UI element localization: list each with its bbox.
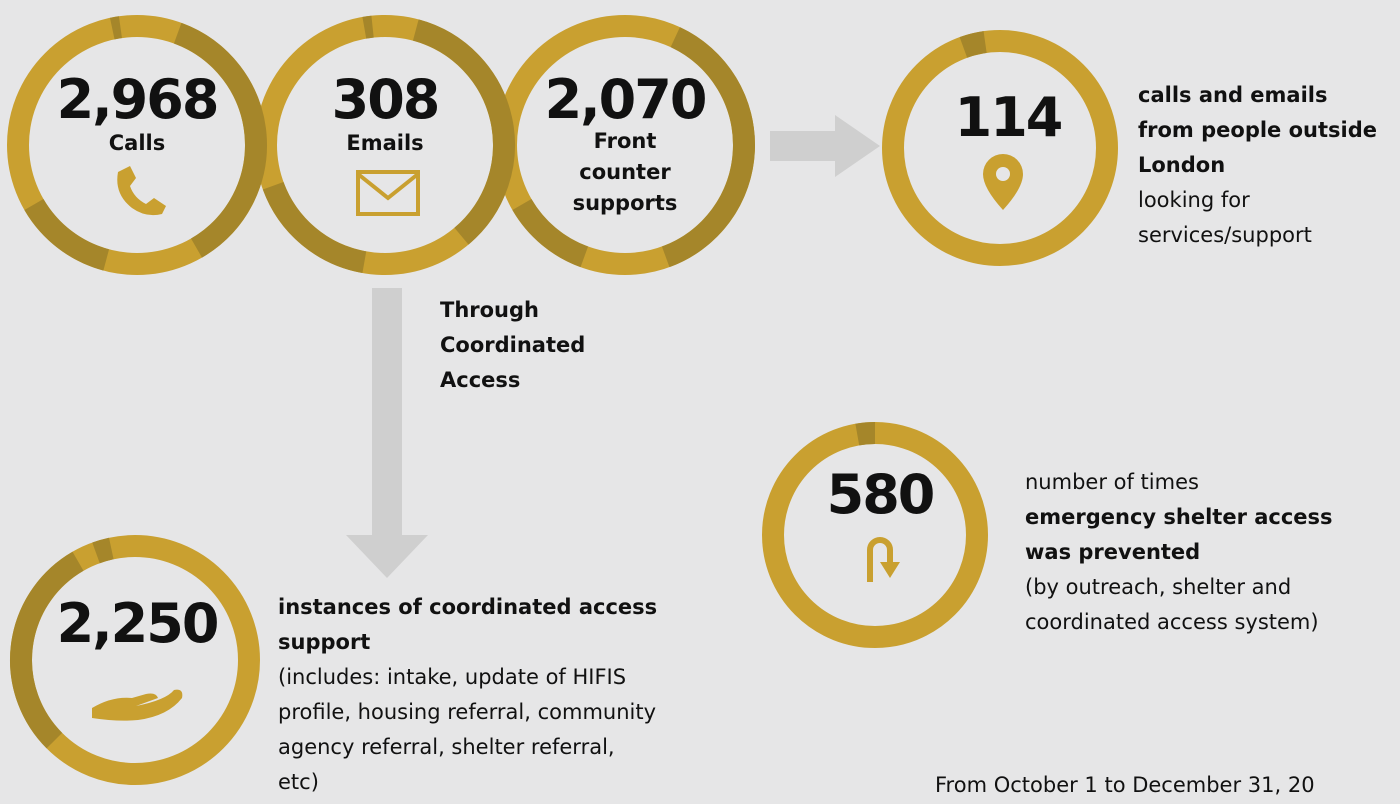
ring-shade (10, 551, 84, 749)
uturn-head (880, 562, 900, 578)
email-icon (356, 170, 420, 216)
period: From October 1 to December 31, 20 (935, 773, 1315, 797)
front-counter-number: 2,070 (544, 68, 708, 131)
ring-shade (661, 27, 755, 268)
calls-number: 2,968 (56, 68, 220, 131)
flow-label: Through Coordinated Access (440, 298, 586, 392)
ring-shade (959, 31, 987, 58)
icons (92, 154, 1023, 721)
coordinated-number: 2,250 (56, 592, 220, 655)
email-flap (356, 172, 420, 201)
pin-icon (983, 154, 1023, 210)
outside-detail: looking for services/support (1138, 188, 1312, 247)
uturn-icon (867, 537, 893, 582)
ring-shade (24, 198, 110, 271)
outside-number: 114 (954, 86, 1064, 149)
coordinated-highlight: instances of coordinated access support (278, 595, 658, 654)
ring (882, 30, 1118, 266)
phone-icon (117, 166, 166, 216)
pin-hole (996, 167, 1010, 181)
right-arrow (770, 115, 880, 177)
emails-number: 308 (331, 68, 441, 131)
ring-shade (92, 537, 114, 564)
ring-shade (855, 422, 876, 446)
emails-label: Emails (346, 131, 424, 155)
diversion-intro: number of times (1025, 470, 1199, 494)
coordinated-detail: (includes: intake, update of HIFIS profi… (278, 665, 657, 794)
diversion-number: 580 (826, 463, 936, 526)
coordinated-text: instances of coordinated access support … (278, 590, 658, 800)
ring-shade (362, 15, 374, 39)
down-arrow (346, 288, 428, 578)
diversion-highlight: emergency shelter access was prevented (1025, 505, 1333, 564)
ring-shade (109, 16, 123, 40)
ring-shade (173, 22, 267, 258)
ring-shade (262, 181, 367, 274)
front-counter-label: Front counter supports (572, 129, 678, 215)
hand-icon (92, 689, 183, 721)
ring-shade (412, 19, 515, 245)
outside-highlight: calls and emails from people outside Lon… (1138, 83, 1377, 177)
diversion-text: number of times emergency shelter access… (1025, 465, 1355, 640)
diversion-detail: (by outreach, shelter and coordinated ac… (1025, 575, 1319, 634)
outside-text: calls and emails from people outside Lon… (1138, 78, 1388, 253)
ring-shade (512, 198, 589, 268)
calls-label: Calls (108, 131, 166, 155)
